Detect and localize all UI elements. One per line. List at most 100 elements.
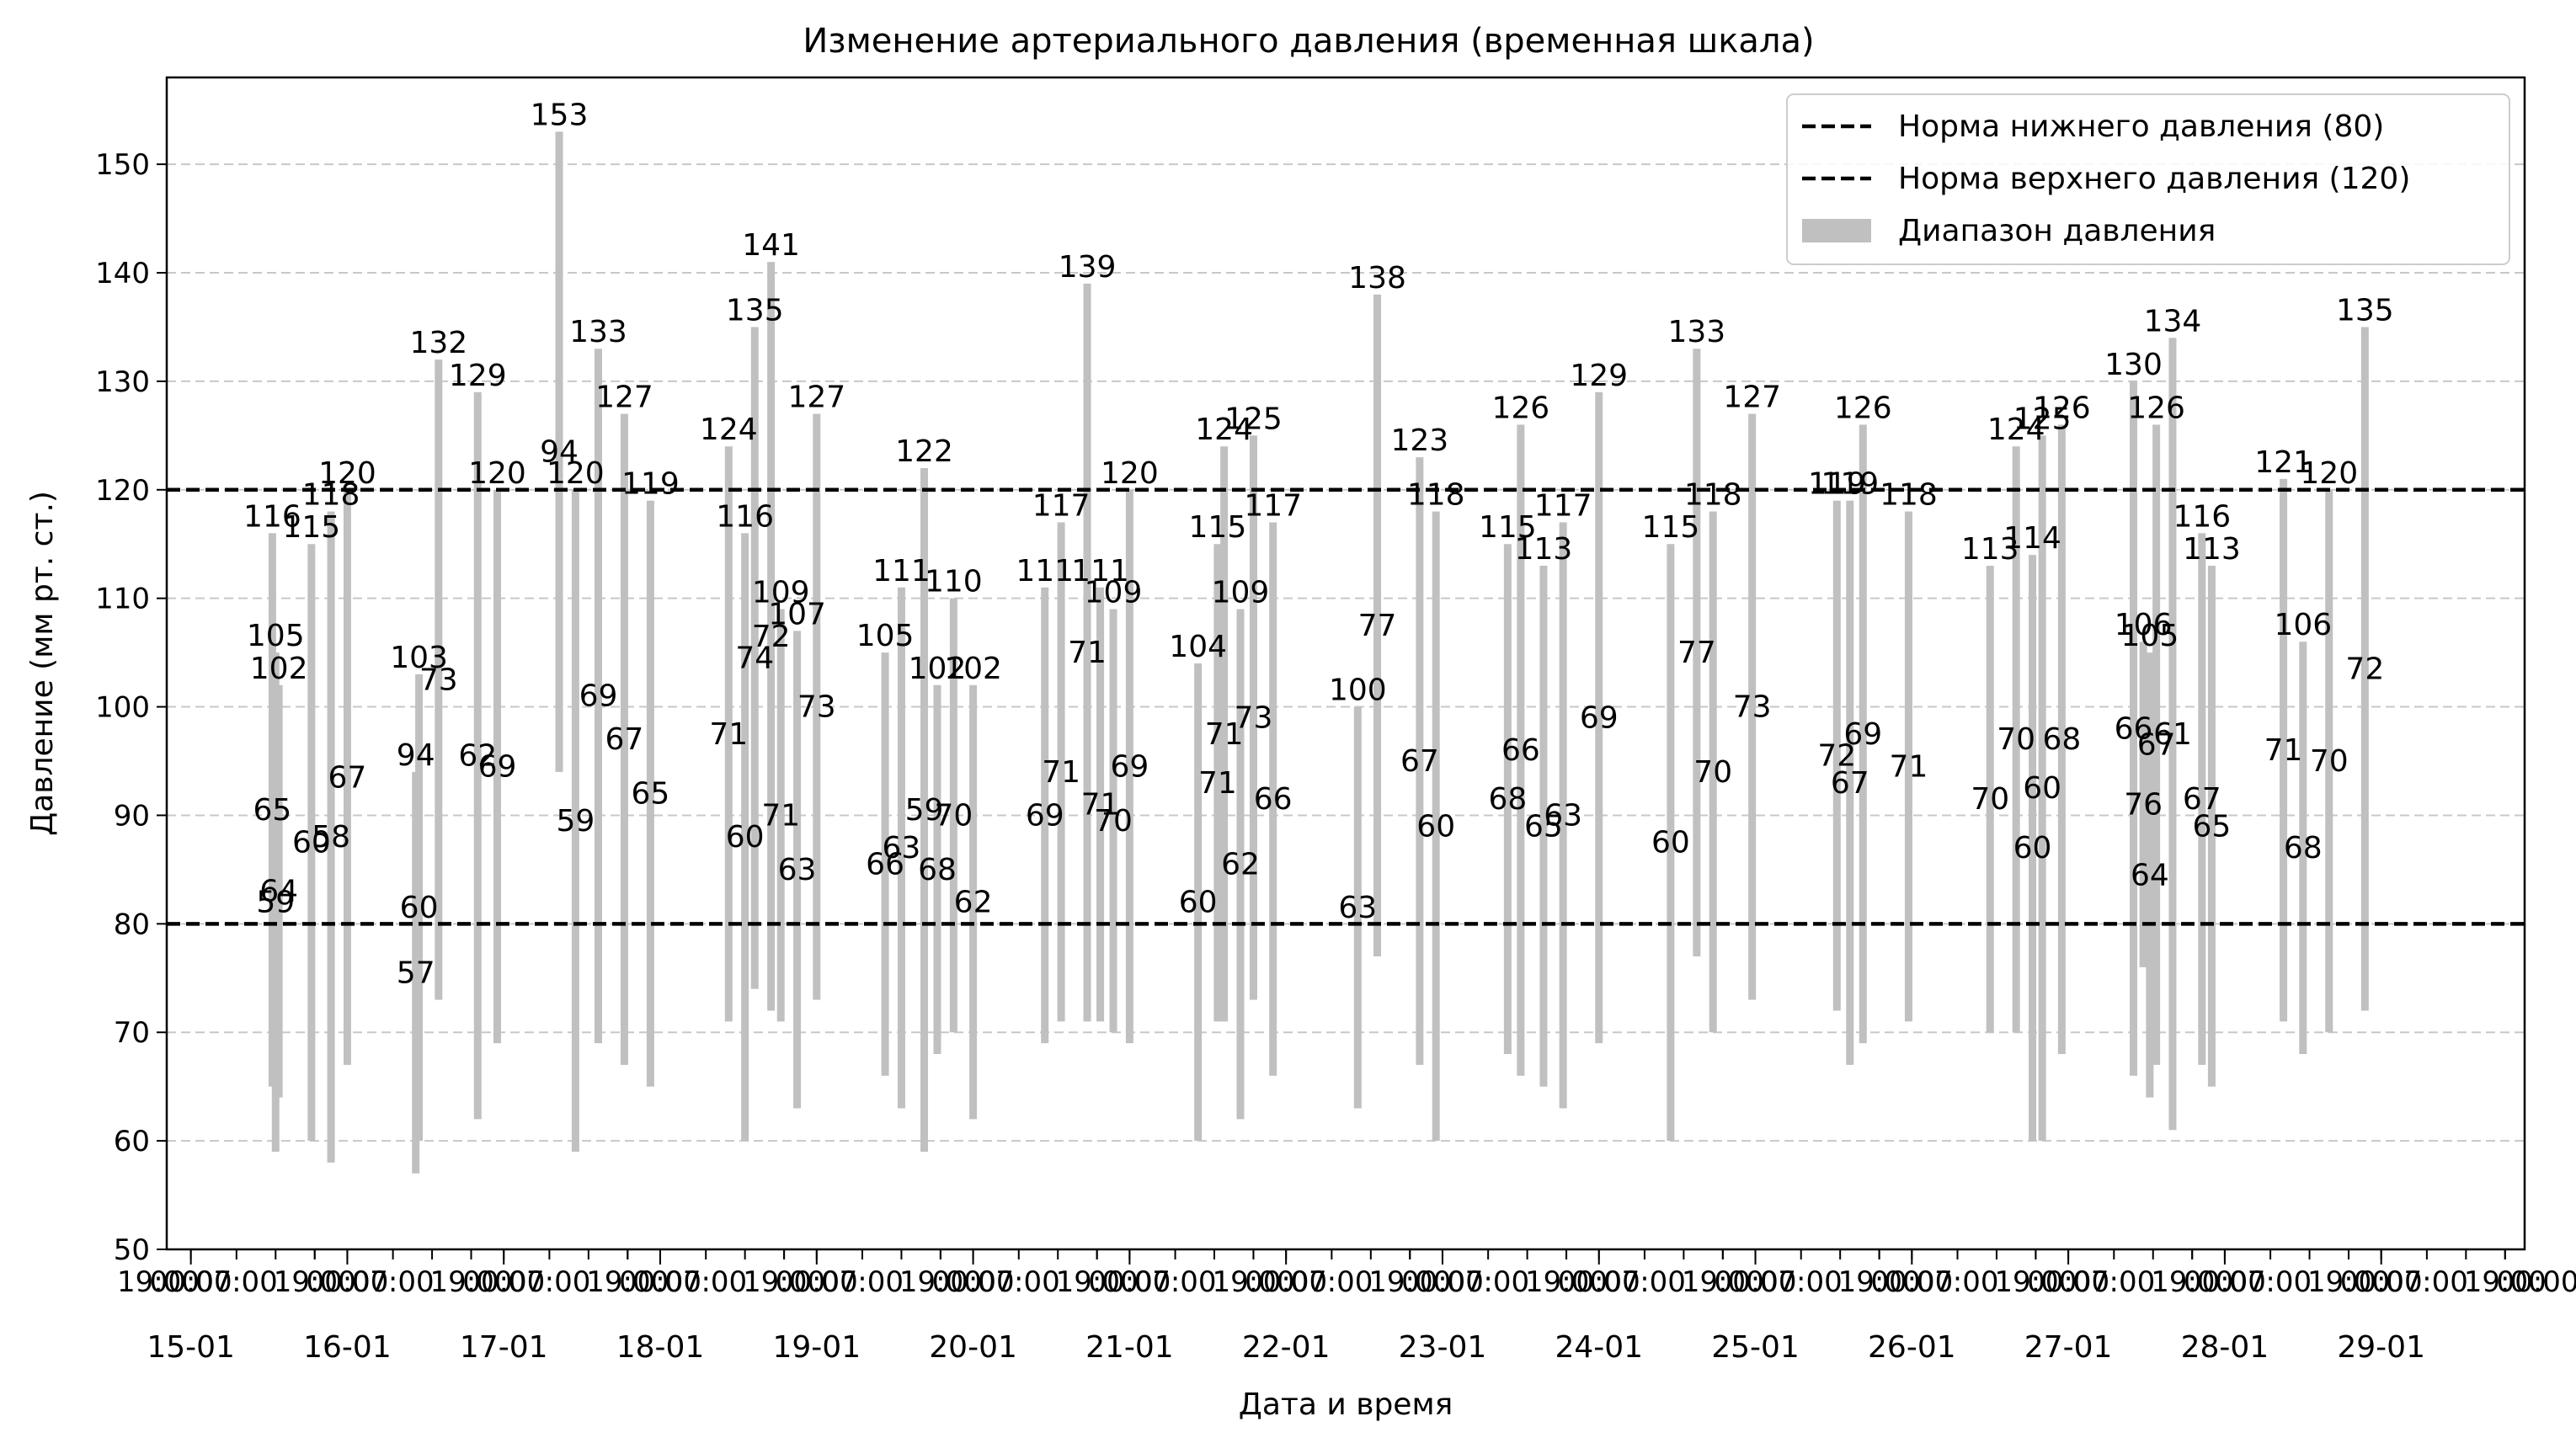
systolic-label: 129 xyxy=(1570,359,1628,393)
pressure-range-bar xyxy=(793,631,802,1109)
systolic-label: 105 xyxy=(856,619,915,653)
diastolic-label: 60 xyxy=(1179,886,1218,920)
pressure-range-bar xyxy=(2207,566,2216,1087)
legend: Норма нижнего давления (80) Норма верхне… xyxy=(1786,93,2510,265)
diastolic-label: 63 xyxy=(1544,798,1582,833)
systolic-label: 110 xyxy=(925,565,983,599)
x-axis-label: Дата и время xyxy=(1239,1387,1453,1422)
x-hour-label: 19:00 xyxy=(274,1265,356,1299)
pressure-range-bar xyxy=(1709,511,1717,1033)
systolic-label: 122 xyxy=(895,434,953,469)
diastolic-label: 67 xyxy=(328,760,367,795)
chart-title: Изменение артериального давления (времен… xyxy=(803,22,1814,61)
systolic-label: 102 xyxy=(250,652,308,686)
diastolic-label: 59 xyxy=(905,793,944,828)
diastolic-label: 70 xyxy=(1971,782,2009,817)
x-hour-label: 00:00 xyxy=(619,1265,701,1299)
pressure-range-bar xyxy=(275,684,283,1098)
systolic-label: 106 xyxy=(2274,608,2332,642)
pressure-range-bar xyxy=(435,359,443,1000)
pressure-range-bar xyxy=(1986,566,1994,1033)
x-hour-label: 00:00 xyxy=(306,1265,388,1299)
pressure-range-bar xyxy=(1539,566,1548,1087)
systolic-label: 135 xyxy=(726,293,784,327)
systolic-label: 120 xyxy=(547,456,605,491)
x-hour-label: 19:00 xyxy=(1525,1265,1608,1299)
systolic-label: 103 xyxy=(390,641,448,675)
diastolic-label: 73 xyxy=(1235,700,1273,735)
pressure-range-bars xyxy=(268,131,2369,1174)
legend-label-upper-norm: Норма верхнего давления (120) xyxy=(1898,162,2410,196)
x-date-label: 23-01 xyxy=(1399,1330,1487,1365)
diastolic-label: 71 xyxy=(1198,766,1237,801)
pressure-range-bar xyxy=(2139,642,2147,967)
diastolic-label: 70 xyxy=(934,798,973,833)
systolic-label: 118 xyxy=(1880,478,1938,513)
diastolic-label: 71 xyxy=(1068,636,1107,670)
x-date-label: 18-01 xyxy=(616,1330,705,1365)
systolic-label: 133 xyxy=(1668,315,1726,349)
x-hour-label: 19:00 xyxy=(1212,1265,1294,1299)
systolic-label: 107 xyxy=(768,597,826,631)
x-date-label: 20-01 xyxy=(929,1330,1017,1365)
y-tick-label: 110 xyxy=(95,583,150,616)
x-hour-label: 07:00 xyxy=(1917,1265,1999,1299)
diastolic-label: 62 xyxy=(954,886,993,920)
y-tick-label: 100 xyxy=(95,691,150,725)
pressure-range-bar xyxy=(813,413,821,1000)
diastolic-label: 73 xyxy=(419,663,458,697)
x-hour-label: 19:00 xyxy=(430,1265,513,1299)
systolic-label: 116 xyxy=(716,499,774,534)
diastolic-label: 66 xyxy=(1501,733,1540,768)
diastolic-label: 69 xyxy=(579,679,618,714)
pressure-range-bar xyxy=(1517,424,1525,1076)
x-hour-label: 07:00 xyxy=(508,1265,590,1299)
y-tick-label: 50 xyxy=(114,1233,150,1267)
x-date-label: 16-01 xyxy=(303,1330,392,1365)
pressure-range-bar xyxy=(415,674,424,1142)
pressure-range-bar xyxy=(1559,522,1567,1109)
diastolic-label: 64 xyxy=(259,875,298,909)
pressure-range-bar xyxy=(1832,500,1841,1011)
pressure-range-bar xyxy=(1353,706,1362,1109)
diastolic-label: 60 xyxy=(726,820,765,855)
pressure-range-bar xyxy=(2280,478,2288,1022)
systolic-label: 118 xyxy=(1684,478,1742,513)
x-date-label: 22-01 xyxy=(1242,1330,1331,1365)
pressure-range-bar xyxy=(1748,413,1757,1000)
systolic-label: 106 xyxy=(2115,608,2173,642)
x-hour-label: 07:00 xyxy=(1290,1265,1373,1299)
x-hour-label: 07:00 xyxy=(2386,1265,2468,1299)
diastolic-label: 71 xyxy=(1081,788,1120,823)
pressure-range-bar xyxy=(2299,642,2307,1054)
legend-swatch-range xyxy=(1802,219,1871,242)
systolic-label: 115 xyxy=(1479,510,1537,545)
diastolic-label: 61 xyxy=(2153,717,2192,752)
systolic-label: 124 xyxy=(1987,413,2045,447)
x-hour-label: 00:00 xyxy=(2496,1265,2576,1299)
x-hour-label: 07:00 xyxy=(195,1265,278,1299)
pressure-range-bar xyxy=(594,349,602,1044)
legend-label-lower-norm: Норма нижнего давления (80) xyxy=(1898,109,2384,144)
x-hour-label: 07:00 xyxy=(1760,1265,1843,1299)
pressure-range-bar xyxy=(571,489,579,1152)
systolic-label: 121 xyxy=(2254,445,2312,480)
diastolic-label: 67 xyxy=(1831,766,1869,801)
pressure-range-bar xyxy=(2168,338,2177,1131)
diastolic-label: 60 xyxy=(2013,831,2052,865)
pressure-range-bar xyxy=(1416,457,1424,1065)
diastolic-label: 62 xyxy=(1221,847,1260,881)
systolic-label: 113 xyxy=(2183,532,2241,567)
systolic-label: 126 xyxy=(2127,391,2185,425)
systolic-label: 120 xyxy=(318,456,376,491)
diastolic-label: 69 xyxy=(478,749,517,784)
x-hour-label: 19:00 xyxy=(1682,1265,1764,1299)
diastolic-label: 68 xyxy=(2042,722,2081,757)
systolic-label: 125 xyxy=(2013,402,2072,436)
diastolic-label: 71 xyxy=(1890,749,1928,784)
systolic-label: 94 xyxy=(397,738,435,773)
pressure-range-bar xyxy=(2038,435,2046,1142)
systolic-label: 125 xyxy=(1224,402,1283,436)
x-hour-label: 07:00 xyxy=(664,1265,747,1299)
